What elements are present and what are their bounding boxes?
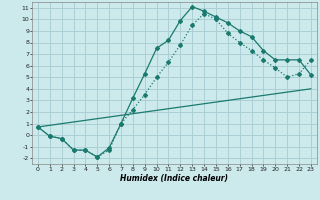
X-axis label: Humidex (Indice chaleur): Humidex (Indice chaleur) bbox=[120, 174, 228, 183]
